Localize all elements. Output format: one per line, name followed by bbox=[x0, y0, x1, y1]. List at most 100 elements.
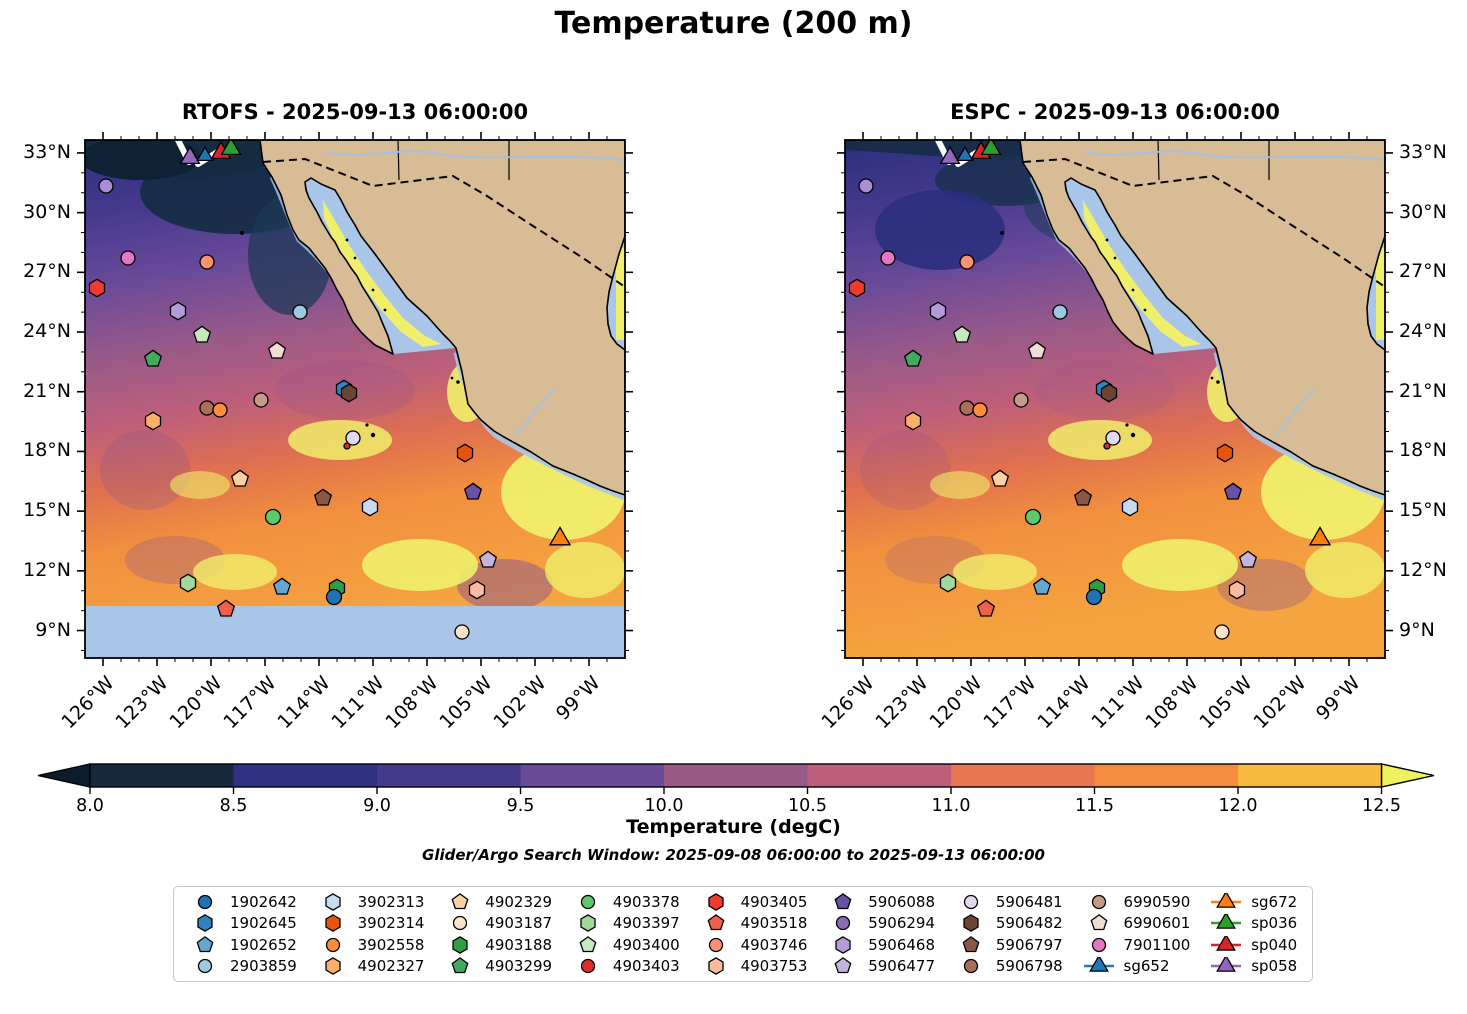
legend-marker-pentagon-icon bbox=[196, 935, 214, 952]
us-mexico-border bbox=[1022, 157, 1385, 288]
lat-tick-label: 27°N bbox=[1399, 260, 1447, 283]
legend-marker-hexagon-icon bbox=[963, 914, 979, 933]
platform-marker-5906477 bbox=[1238, 550, 1258, 568]
platform-marker-7901100 bbox=[880, 250, 896, 266]
legend-label: 5906797 bbox=[995, 935, 1063, 954]
legend-label: 4902327 bbox=[357, 957, 425, 976]
legend-label: 5906798 bbox=[995, 957, 1063, 976]
platform-marker-3902313 bbox=[361, 497, 379, 517]
lat-tick-label: 33°N bbox=[1399, 140, 1447, 163]
legend-marker-sp036 bbox=[1216, 914, 1237, 930]
legend-marker-triangle-icon bbox=[1211, 957, 1242, 973]
legend-entry-4903397: 4903397 bbox=[571, 914, 681, 932]
platform-marker-4902329 bbox=[990, 469, 1010, 487]
legend-label: 4902329 bbox=[485, 892, 553, 911]
legend-marker-3902558 bbox=[325, 937, 340, 952]
legend-label: 4903299 bbox=[485, 957, 553, 976]
legend-marker-hexagon-icon bbox=[707, 892, 724, 911]
legend-marker-circle-icon bbox=[963, 959, 979, 974]
legend-entry-3902314: 3902314 bbox=[316, 914, 426, 932]
lat-tick-label: 12°N bbox=[23, 558, 71, 581]
platform-marker-1902642 bbox=[325, 588, 343, 606]
legend-marker-1902645 bbox=[197, 914, 213, 933]
legend-entry-6990590: 6990590 bbox=[1082, 893, 1192, 911]
search-window-subtitle: Glider/Argo Search Window: 2025-09-08 06… bbox=[422, 846, 1045, 864]
legend-entry-2903859: 2903859 bbox=[188, 957, 298, 975]
platform-marker-4903746 bbox=[199, 254, 215, 270]
platform-marker-5906482 bbox=[1100, 383, 1118, 403]
legend-marker-pentagon-icon bbox=[579, 935, 597, 952]
legend-marker-5906088 bbox=[834, 892, 852, 909]
map-espc bbox=[837, 132, 1393, 666]
plot-frame bbox=[84, 139, 626, 659]
river bbox=[514, 387, 556, 437]
colorbar-under-arrow bbox=[37, 763, 91, 788]
sea-temperature-field bbox=[845, 140, 1385, 658]
platform-marker-6990601 bbox=[1027, 341, 1047, 359]
lon-tick-label: 111°W bbox=[1087, 672, 1149, 734]
state-borders bbox=[1157, 140, 1270, 181]
colorbar-tick-label: 10.0 bbox=[645, 796, 684, 814]
land-mexico-us bbox=[1019, 140, 1385, 496]
legend-label: sg652 bbox=[1123, 957, 1170, 976]
legend-marker-3902314 bbox=[324, 914, 341, 933]
legend-marker-pentagon-icon bbox=[834, 957, 852, 974]
legend-marker-5906477 bbox=[834, 957, 852, 974]
platform-marker-4902329 bbox=[230, 469, 250, 487]
lat-tick-label: 21°N bbox=[1399, 379, 1447, 402]
legend-marker-7901100 bbox=[1091, 937, 1106, 952]
legend-label: 4903400 bbox=[612, 935, 680, 954]
legend-label: 4903753 bbox=[740, 957, 808, 976]
legend-marker-5906481 bbox=[963, 894, 979, 909]
legend-label: 5906481 bbox=[995, 892, 1063, 911]
lon-tick-label: 120°W bbox=[165, 672, 227, 734]
legend-entry-4903403: 4903403 bbox=[571, 957, 681, 975]
platform-marker-1902652 bbox=[272, 577, 292, 595]
lon-tick-label: 105°W bbox=[435, 672, 497, 734]
lon-tick-label: 126°W bbox=[57, 672, 119, 734]
platform-marker-7901100 bbox=[120, 250, 136, 266]
legend-marker-pentagon-icon bbox=[451, 957, 469, 974]
legend-entry-4902327: 4902327 bbox=[316, 957, 426, 975]
platform-legend: 1902642 1902645 1902652 2903859 3902313 39023… bbox=[173, 886, 1313, 982]
lat-tick-label: 33°N bbox=[23, 140, 71, 163]
lat-tick-label: 15°N bbox=[1399, 499, 1447, 522]
river bbox=[1274, 387, 1316, 437]
platform-marker-1902642 bbox=[1085, 588, 1103, 606]
platform-marker-sp036 bbox=[220, 140, 242, 156]
platform-marker-4903299 bbox=[143, 349, 163, 367]
platform-marker-sg672 bbox=[548, 526, 572, 546]
legend-marker-hexagon-icon bbox=[324, 957, 341, 976]
platform-marker-4902327 bbox=[144, 411, 162, 431]
legend-marker-pentagon-icon bbox=[1090, 914, 1107, 931]
legend-marker-circle-icon bbox=[963, 894, 979, 909]
legend-marker-sp040 bbox=[1216, 935, 1237, 951]
legend-marker-5906797 bbox=[962, 935, 980, 952]
lat-tick-label: 30°N bbox=[1399, 200, 1447, 223]
lon-tick-label: 123°W bbox=[111, 672, 173, 734]
platform-marker-sg652 bbox=[956, 145, 974, 162]
legend-marker-circle-icon bbox=[197, 894, 213, 909]
legend-entry-sp058: sp058 bbox=[1209, 957, 1298, 975]
platform-marker-5906481 bbox=[345, 430, 361, 446]
legend-label: 4903405 bbox=[740, 892, 808, 911]
map-rtofs bbox=[77, 132, 633, 666]
legend-label: 4903397 bbox=[612, 914, 680, 933]
legend-marker-hexagon-icon bbox=[707, 957, 724, 976]
legend-marker-4903378 bbox=[580, 894, 596, 909]
legend-entry-4903400: 4903400 bbox=[571, 936, 681, 954]
legend-entry-4903299: 4903299 bbox=[443, 957, 553, 975]
lat-tick-label: 21°N bbox=[23, 379, 71, 402]
legend-marker-circle-icon bbox=[836, 916, 851, 931]
legend-label: 3902313 bbox=[357, 892, 425, 911]
legend-entry-3902558: 3902558 bbox=[316, 936, 426, 954]
legend-marker-4903405 bbox=[707, 892, 724, 911]
legend-entry-5906798: 5906798 bbox=[954, 957, 1064, 975]
colorbar-tick-label: 10.5 bbox=[788, 796, 827, 814]
lat-tick-label: 18°N bbox=[23, 439, 71, 462]
legend-marker-6990601 bbox=[1090, 914, 1107, 931]
figure-title: Temperature (200 m) bbox=[554, 6, 913, 41]
colorbar-tick-label: 8.5 bbox=[220, 796, 248, 814]
legend-marker-hexagon-icon bbox=[324, 914, 341, 933]
legend-entry-6990601: 6990601 bbox=[1082, 914, 1192, 932]
